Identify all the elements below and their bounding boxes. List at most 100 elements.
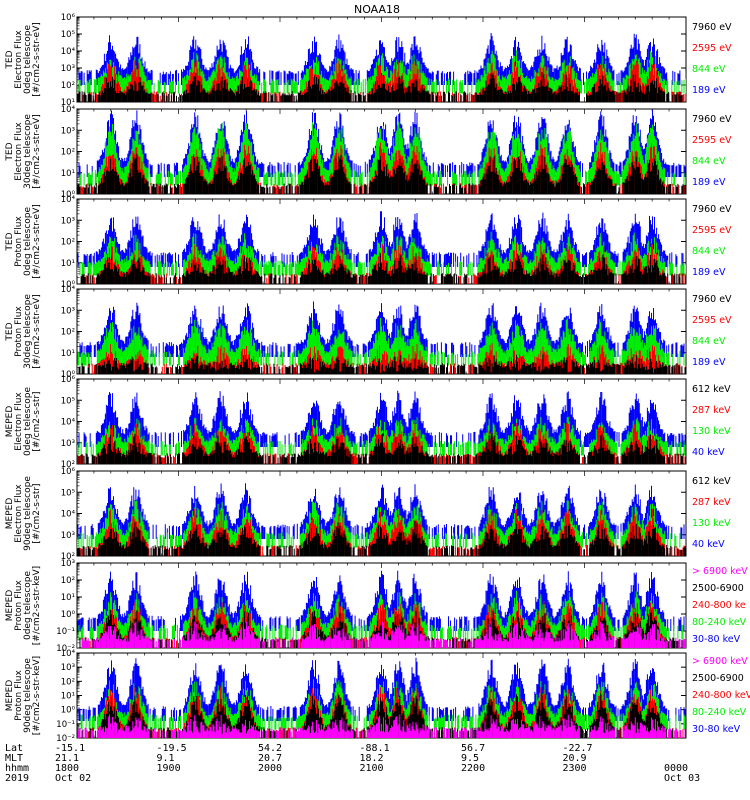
y-tick-label: 10² (61, 552, 75, 562)
panel-ylabel-3: 30deg telescope (23, 294, 33, 369)
footer-cell-mlt: 18.2 (360, 753, 384, 764)
panel-ylabel-1: MEPED (5, 498, 15, 530)
panel-ylabel-3: 0deg telescope (23, 207, 33, 277)
legend-entry: 287 keV (692, 497, 731, 508)
y-tick-label: 10¹ (61, 169, 75, 179)
panel-ylabel-4: [#/cm2-s-str-eV] (32, 114, 42, 189)
footer-cell-hhmm: 2000 (258, 763, 282, 774)
series-black (77, 354, 686, 374)
footer-cell-mlt: 20.9 (562, 753, 586, 764)
y-tick-label: 10⁴ (61, 195, 76, 205)
figure-title: NOAA18 (354, 3, 400, 16)
legend-entry: 189 eV (692, 85, 726, 96)
panel-5: MEPED Electron Flux 0deg telescope [#/cm2-s… (5, 375, 731, 470)
footer-cell-hhmm: 2300 (562, 763, 586, 774)
panel-ylabel-2: Electron Flux (14, 484, 24, 543)
footer-cell-mlt: 9.5 (461, 753, 479, 764)
legend-entry: 130 keV (692, 426, 731, 437)
panel-3: TED Proton Flux 0deg telescope [#/cm2-s-str… (5, 195, 732, 290)
legend-entry: 7960 eV (692, 114, 732, 125)
footer-cell-mlt: 9.1 (157, 753, 175, 764)
y-tick-label: 10⁶ (61, 467, 76, 477)
legend-entry: 844 eV (692, 64, 726, 75)
panel-1: TED Electron Flux 0deg telescope [#/cm2-s-s… (5, 13, 732, 108)
panel-ylabel-2: Proton Flux (14, 580, 24, 631)
y-tick-label: 10⁴ (61, 285, 76, 295)
panel-ylabel-1: TED (5, 142, 15, 161)
panel-traces (77, 301, 686, 374)
y-tick-label: 10³ (61, 559, 75, 569)
legend-entry: 130 keV (692, 518, 731, 529)
y-tick-label: 10⁻² (56, 734, 75, 744)
series-magenta (77, 621, 686, 648)
legend-entry: 40 keV (692, 447, 725, 458)
y-tick-label: 10⁶ (61, 375, 76, 385)
panel-ylabel-3: 90deg telescope (23, 476, 33, 551)
y-tick-label: 10⁰ (61, 280, 76, 290)
panel-ylabel-1: MEPED (5, 590, 15, 622)
legend-entry: 844 eV (692, 336, 726, 347)
panel-traces (77, 33, 686, 102)
panel-7: MEPED Proton Flux 0deg telescope [#/cm2-s-s… (5, 559, 748, 654)
y-tick-label: 10³ (61, 126, 75, 136)
footer-cell-lat: 54.2 (258, 743, 282, 754)
footer-row-label: MLT (5, 753, 23, 764)
legend-entry: 80-240 keV (692, 617, 747, 628)
panel-ylabel-3: 30deg telescope (23, 114, 33, 189)
legend-entry: 189 eV (692, 177, 726, 188)
y-tick-label: 10¹ (61, 98, 75, 108)
legend-entry: 844 eV (692, 246, 726, 257)
legend-entry: 80-240 keV (692, 707, 747, 718)
y-tick-label: 10⁻¹ (56, 627, 75, 637)
footer-cell-mlt: 20.7 (258, 753, 282, 764)
legend-entry: > 6900 keV (692, 566, 748, 577)
y-tick-label: 10³ (61, 439, 75, 449)
panel-traces (77, 390, 686, 464)
legend-entry: 30-80 keV (692, 634, 741, 645)
y-tick-label: 10⁻¹ (56, 720, 75, 730)
panel-ylabel-2: Electron Flux (14, 392, 24, 451)
y-tick-label: 10⁴ (61, 105, 76, 115)
footer-cell-lat: -19.5 (157, 743, 187, 754)
y-tick-label: 10¹ (61, 349, 75, 359)
footer-cell-hhmm: 2200 (461, 763, 485, 774)
footer-cell-hhmm: 2100 (360, 763, 384, 774)
panel-2: TED Electron Flux 30deg telescope [#/cm2-s-… (5, 105, 732, 200)
legend-entry: 240-800 keV (692, 690, 750, 701)
panel-ylabel-2: Proton Flux (14, 306, 24, 357)
panel-ylabel-3: 0deg telescope (23, 387, 33, 457)
panel-traces (77, 570, 686, 648)
legend-entry: 30-80 keV (692, 724, 741, 735)
footer-row-label: 2019 (5, 773, 29, 784)
legend-entry: 612 keV (692, 476, 731, 487)
series-black (77, 153, 686, 194)
legend-entry: 2595 eV (692, 43, 732, 54)
legend-entry: 844 eV (692, 156, 726, 167)
y-tick-label: 10⁵ (61, 30, 75, 40)
footer-cell-hhmm: 0000 (664, 763, 688, 774)
legend-entry: 240-800 ke (692, 600, 746, 611)
footer-row-label: Lat (5, 743, 23, 754)
y-tick-label: 10³ (61, 64, 75, 74)
legend-entry: 612 keV (692, 384, 731, 395)
panel-ylabel-1: TED (5, 232, 15, 251)
y-tick-label: 10² (61, 328, 75, 338)
footer-cell-extra: Oct 02 (55, 773, 91, 784)
panel-traces (77, 657, 686, 738)
panel-ylabel-1: TED (5, 322, 15, 341)
legend-entry: 40 keV (692, 539, 725, 550)
panel-ylabel-2: Electron Flux (14, 30, 24, 89)
panel-ylabel-4: [#/cm2-s-str-eV] (32, 294, 42, 369)
panel-ylabel-4: [#/cm2-s-str-keV] (32, 566, 42, 645)
y-tick-label: 10³ (61, 531, 75, 541)
panel-4: TED Proton Flux 30deg telescope [#/cm2-s-st… (5, 285, 732, 380)
legend-entry: 189 eV (692, 267, 726, 278)
panel-ylabel-2: Electron Flux (14, 122, 24, 181)
footer-cell-hhmm: 1900 (157, 763, 181, 774)
panel-ylabel-4: [#/cm2-s-str-eV] (32, 22, 42, 97)
y-tick-label: 10² (61, 238, 75, 248)
series-black (77, 520, 686, 556)
y-tick-label: 10⁴ (61, 510, 76, 520)
